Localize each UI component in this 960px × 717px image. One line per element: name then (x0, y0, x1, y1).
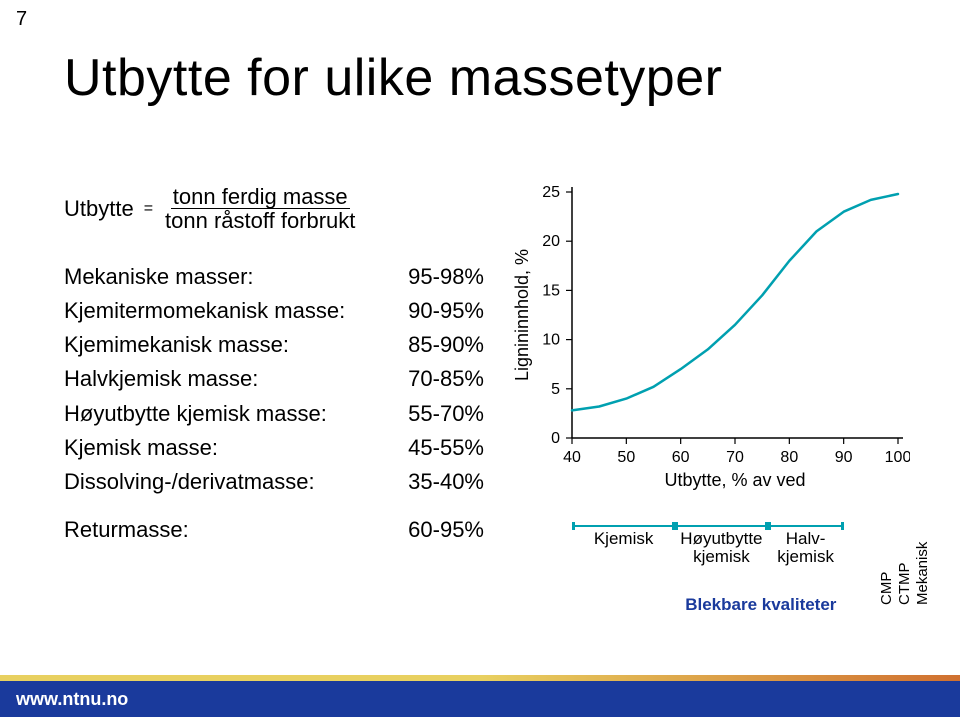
table-row: Kjemisk masse:45-55% (64, 431, 484, 465)
svg-text:20: 20 (542, 233, 560, 250)
row-value: 90-95% (377, 294, 484, 328)
row-label: Mekaniske masser: (64, 260, 377, 294)
svg-text:50: 50 (617, 449, 635, 466)
category-range: Kjemisk (572, 525, 675, 548)
category-ranges: KjemiskHøyutbyttekjemiskHalv-kjemisk Ble… (545, 525, 915, 580)
yield-formula: Utbytte = tonn ferdig masse tonn råstoff… (64, 185, 484, 232)
row-value: 35-40% (377, 465, 484, 499)
formula-fraction: tonn ferdig masse tonn råstoff forbrukt (163, 185, 357, 232)
row-value: 55-70% (377, 397, 484, 431)
category-range: Høyutbyttekjemisk (675, 525, 767, 566)
formula-numerator: tonn ferdig masse (171, 185, 350, 209)
svg-text:100: 100 (885, 449, 910, 466)
table-row: Høyutbytte kjemisk masse:55-70% (64, 397, 484, 431)
page-title: Utbytte for ulike massetyper (64, 48, 722, 108)
table-row: Returmasse:60-95% (64, 499, 484, 547)
footer-bar: www.ntnu.no (0, 681, 960, 717)
page-number: 7 (16, 8, 27, 31)
svg-text:0: 0 (551, 430, 560, 447)
svg-text:25: 25 (542, 184, 560, 201)
svg-text:Utbytte, % av ved: Utbytte, % av ved (664, 470, 805, 490)
left-column: Utbytte = tonn ferdig masse tonn råstoff… (64, 185, 484, 547)
vertical-category-labels: CMPCTMPMekanisk (895, 505, 955, 605)
row-value: 45-55% (377, 431, 484, 465)
svg-text:90: 90 (835, 449, 853, 466)
formula-denominator: tonn råstoff forbrukt (163, 209, 357, 232)
svg-text:15: 15 (542, 282, 560, 299)
row-label: Returmasse: (64, 499, 377, 547)
range-bar (675, 525, 767, 527)
footer-url: www.ntnu.no (16, 689, 128, 710)
row-label: Høyutbytte kjemisk masse: (64, 397, 377, 431)
svg-text:10: 10 (542, 332, 560, 349)
row-value: 85-90% (377, 328, 484, 362)
svg-text:80: 80 (780, 449, 798, 466)
category-range: Halv-kjemisk (768, 525, 844, 566)
row-value: 95-98% (377, 260, 484, 294)
category-label: Kjemisk (572, 530, 675, 548)
vertical-category: CMP (878, 572, 895, 605)
row-label: Kjemitermomekanisk masse: (64, 294, 377, 328)
svg-text:70: 70 (726, 449, 744, 466)
table-row: Kjemimekanisk masse:85-90% (64, 328, 484, 362)
category-label: Høyutbyttekjemisk (675, 530, 767, 566)
table-row: Dissolving-/derivatmasse:35-40% (64, 465, 484, 499)
range-bar (768, 525, 844, 527)
row-label: Kjemimekanisk masse: (64, 328, 377, 362)
svg-text:Lignininnhold, %: Lignininnhold, % (512, 249, 532, 381)
vertical-category: Mekanisk (914, 542, 931, 605)
category-label: Halv-kjemisk (768, 530, 844, 566)
table-row: Halvkjemisk masse:70-85% (64, 362, 484, 396)
row-label: Dissolving-/derivatmasse: (64, 465, 377, 499)
bleachable-label: Blekbare kvaliteter (685, 595, 836, 615)
lignin-chart: 0 5 10 15 20 25 40 50 60 70 80 90 100 Lignininnhold, … (510, 180, 910, 505)
row-value: 70-85% (377, 362, 484, 396)
row-label: Halvkjemisk masse: (64, 362, 377, 396)
range-bar (572, 525, 675, 527)
row-value: 60-95% (377, 499, 484, 547)
yield-table: Mekaniske masser:95-98%Kjemitermomekanis… (64, 260, 484, 547)
row-label: Kjemisk masse: (64, 431, 377, 465)
table-row: Kjemitermomekanisk masse:90-95% (64, 294, 484, 328)
equals-sign: = (144, 200, 153, 218)
svg-text:40: 40 (563, 449, 581, 466)
vertical-category: CTMP (896, 563, 913, 606)
formula-lhs: Utbytte (64, 196, 134, 222)
svg-text:5: 5 (551, 381, 560, 398)
table-row: Mekaniske masser:95-98% (64, 260, 484, 294)
svg-text:60: 60 (672, 449, 690, 466)
